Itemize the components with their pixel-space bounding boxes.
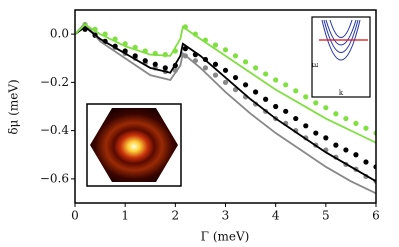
x-tick-label: 0 <box>71 209 79 223</box>
data-point <box>303 94 309 100</box>
band <box>321 19 361 61</box>
data-point <box>232 53 239 59</box>
inset-frame <box>311 16 371 98</box>
data-point <box>232 74 239 81</box>
x-axis-label: Γ (meV) <box>201 230 250 244</box>
data-line <box>75 25 376 183</box>
data-point <box>263 71 269 77</box>
data-point <box>132 53 138 59</box>
y-tick-label: −0.2 <box>40 75 69 89</box>
data-point <box>313 100 319 106</box>
data-point <box>242 59 249 65</box>
y-axis-label: δμ (meV) <box>7 79 21 134</box>
data-point <box>303 123 309 129</box>
x-tick-label: 1 <box>121 209 129 223</box>
data-point <box>323 105 329 111</box>
data-point <box>273 77 279 83</box>
data-point <box>222 47 229 53</box>
data-point <box>222 79 229 85</box>
data-point <box>212 42 219 48</box>
data-point <box>273 103 279 110</box>
data-line <box>75 21 376 195</box>
data-point <box>253 65 259 71</box>
inset-x-label: k <box>339 89 344 97</box>
data-point <box>142 58 148 64</box>
data-point <box>212 72 219 78</box>
data-point <box>212 61 219 67</box>
data-point <box>293 88 299 94</box>
plot-area <box>75 21 376 195</box>
data-point <box>222 67 229 73</box>
data-point <box>283 108 289 114</box>
data-point <box>253 89 259 95</box>
data-line <box>75 23 376 144</box>
data-point <box>162 65 168 71</box>
data-point <box>333 111 339 117</box>
data-point <box>323 135 329 141</box>
y-tick-label: 0.0 <box>50 27 69 41</box>
inset-y-label: E <box>312 62 320 67</box>
x-tick-label: 5 <box>322 209 330 223</box>
y-tick-label: −0.4 <box>40 123 70 137</box>
data-point <box>242 82 249 88</box>
band-inset: E k <box>311 16 371 98</box>
data-point <box>343 147 349 153</box>
data-point <box>363 159 369 165</box>
data-point <box>353 152 359 158</box>
data-point <box>343 115 349 122</box>
x-tick-label: 2 <box>172 209 180 223</box>
data-point <box>283 82 289 88</box>
x-tick-label: 6 <box>372 209 380 223</box>
data-point <box>293 115 299 122</box>
data-point <box>202 65 209 71</box>
data-point <box>353 120 359 126</box>
data-point <box>333 142 339 148</box>
y-tick-label: −0.6 <box>40 171 69 185</box>
heatmap <box>90 108 178 182</box>
data-point <box>313 130 319 136</box>
heatmap-inset <box>86 103 182 187</box>
x-tick-label: 4 <box>272 209 280 223</box>
data-point <box>263 96 269 102</box>
data-point <box>152 61 158 67</box>
x-tick-label: 3 <box>222 209 230 223</box>
data-point <box>363 125 369 131</box>
